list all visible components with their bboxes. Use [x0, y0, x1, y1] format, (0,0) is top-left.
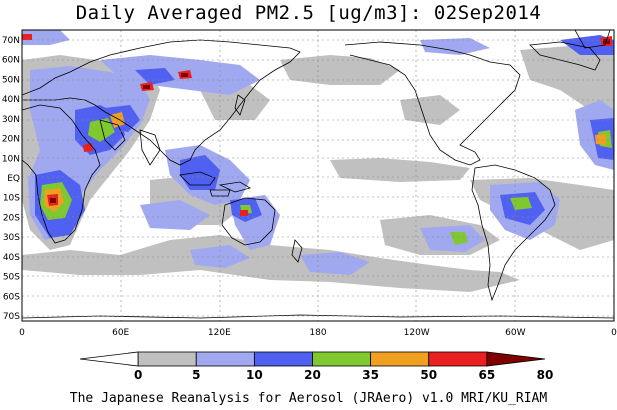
- lat-label: 10S: [3, 194, 20, 204]
- lat-label: 30N: [2, 115, 20, 125]
- colorbar-segment: [313, 352, 371, 366]
- lon-label: 0: [611, 328, 617, 338]
- colorbar-segment: [138, 352, 196, 366]
- lat-label: 60S: [3, 292, 20, 302]
- colorbar-segment: [254, 352, 312, 366]
- lat-label: 20N: [2, 135, 20, 145]
- lat-label: 50S: [3, 273, 20, 283]
- colorbar-label: 35: [362, 368, 379, 382]
- lat-label: 40N: [2, 95, 20, 105]
- lon-label: 180: [309, 328, 326, 338]
- lat-label: 30S: [3, 233, 20, 243]
- lat-label: 10N: [2, 154, 20, 164]
- colorbar-label: 20: [304, 368, 321, 382]
- colorbar: 0 5 10 20 35 50 65 80: [80, 352, 553, 382]
- colorbar-label: 0: [134, 368, 142, 382]
- lat-label: 60N: [2, 56, 20, 66]
- lat-label: 40S: [3, 253, 20, 263]
- lat-label: EQ: [7, 174, 20, 184]
- colorbar-segment: [429, 352, 487, 366]
- lat-label: 20S: [3, 213, 20, 223]
- longitude-labels: 0 60E 120E 180 120W 60W 0: [19, 328, 617, 338]
- colorbar-label: 80: [537, 368, 554, 382]
- lon-label: 60W: [505, 328, 525, 338]
- data-source-caption: The Japanese Reanalysis for Aerosol (JRA…: [0, 391, 617, 407]
- lat-label: 50N: [2, 75, 20, 85]
- lon-label: 60E: [112, 328, 129, 338]
- lon-label: 120E: [208, 328, 231, 338]
- colorbar-segment: [80, 352, 138, 366]
- colorbar-label: 65: [479, 368, 496, 382]
- colorbar-segment: [487, 352, 545, 366]
- lon-label: 120W: [404, 328, 430, 338]
- colorbar-label: 50: [420, 368, 437, 382]
- lat-label: 70N: [2, 36, 20, 46]
- latitude-labels: 70N 60N 50N 40N 30N 20N 10N EQ 10S 20S 30S 40S 50S 60…: [2, 36, 20, 322]
- lon-label: 0: [19, 328, 25, 338]
- colorbar-label: 10: [246, 368, 263, 382]
- lat-label: 70S: [3, 312, 20, 322]
- colorbar-label: 5: [192, 368, 200, 382]
- colorbar-segment: [371, 352, 429, 366]
- colorbar-segment: [196, 352, 254, 366]
